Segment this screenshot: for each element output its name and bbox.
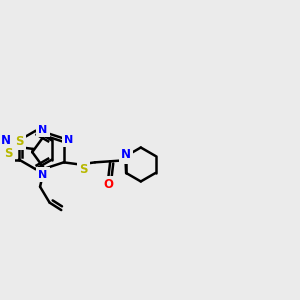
Text: S: S bbox=[15, 135, 24, 148]
Text: O: O bbox=[103, 178, 113, 191]
Text: S: S bbox=[79, 163, 88, 176]
Text: N: N bbox=[64, 134, 74, 145]
Text: S: S bbox=[4, 147, 13, 160]
Text: N: N bbox=[1, 134, 11, 147]
Text: N: N bbox=[38, 125, 47, 135]
Text: N: N bbox=[121, 148, 131, 161]
Text: N: N bbox=[38, 169, 47, 180]
